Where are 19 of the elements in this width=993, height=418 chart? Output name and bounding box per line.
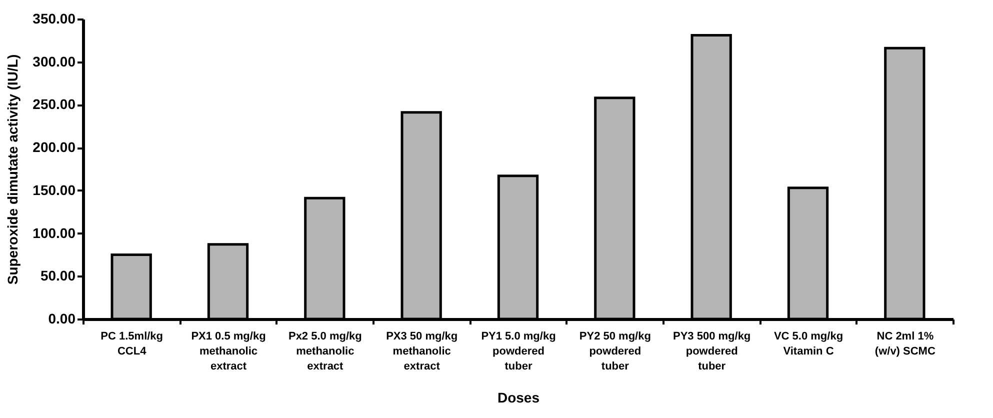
y-tick-label: 50.00 xyxy=(40,268,76,284)
x-tick-label: PC 1.5ml/kg CCL4 xyxy=(100,330,164,358)
y-tick-label: 200.00 xyxy=(32,139,76,156)
y-tick-label: 100.00 xyxy=(32,224,76,241)
y-axis-title: Superoxide dimutate activity (IU/L) xyxy=(4,54,21,285)
x-tick-label: PY1 5.0 mg/kg powdered tuber xyxy=(481,330,556,372)
x-tick-label: VC 5.0 mg/kg Vitamin C xyxy=(774,330,844,358)
x-tick-label: PY3 500 mg/kg powdered tuber xyxy=(673,330,751,372)
y-tick-label: 250.00 xyxy=(32,96,76,112)
x-tick-label: NC 2ml 1% (w/v) SCMC xyxy=(874,330,936,358)
x-axis-title: Doses xyxy=(497,390,540,406)
y-tick-label: 150.00 xyxy=(32,182,76,198)
x-tick-label: PX3 50 mg/kg methanolic extract xyxy=(386,330,458,372)
x-tick-label: Px2 5.0 mg/kg methanolic extract xyxy=(288,330,362,372)
y-tick-label: 350.00 xyxy=(32,10,76,26)
y-tick-label: 300.00 xyxy=(32,53,76,70)
x-tick-label: PY2 50 mg/kg powdered tuber xyxy=(579,330,651,372)
x-tick-label: PX1 0.5 mg/kg methanolic extract xyxy=(191,330,266,372)
y-tick-label: 0.00 xyxy=(48,310,76,326)
